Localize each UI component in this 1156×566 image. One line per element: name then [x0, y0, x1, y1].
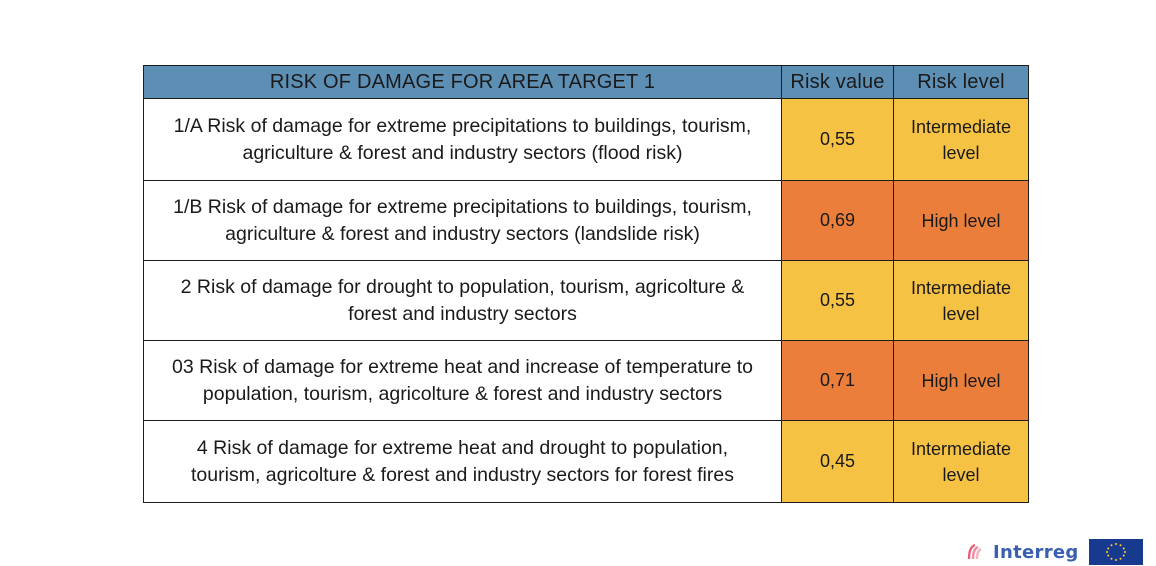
table-row: 1/A Risk of damage for extreme precipita…	[143, 98, 1029, 181]
risk-level: Intermediate level	[893, 260, 1029, 341]
risk-description-line: agriculture & forest and industry sector…	[225, 222, 700, 245]
eu-flag-icon	[1088, 539, 1143, 565]
header-risk-value: Risk value	[781, 65, 894, 99]
risk-description: 1/A Risk of damage for extreme precipita…	[143, 98, 782, 181]
table-row: 1/B Risk of damage for extreme precipita…	[143, 180, 1029, 261]
risk-description-line: tourism, agricolture & forest and indust…	[191, 463, 734, 486]
risk-value: 0,71	[781, 340, 894, 421]
interreg-logo-text: Interreg	[993, 541, 1079, 563]
risk-level-text: Intermediate	[910, 438, 1012, 459]
risk-description-line: 03 Risk of damage for extreme heat and i…	[172, 355, 753, 378]
risk-description: 2 Risk of damage for drought to populati…	[143, 260, 782, 341]
risk-description-line: 1/B Risk of damage for extreme precipita…	[173, 195, 752, 218]
header-risk-level: Risk level	[893, 65, 1029, 99]
risk-level-text: level	[942, 464, 980, 485]
risk-level-text: Intermediate	[910, 116, 1012, 137]
risk-table: RISK OF DAMAGE FOR AREA TARGET 1 Risk va…	[143, 65, 1029, 503]
interreg-mark-icon	[967, 543, 982, 560]
risk-description-line: population, tourism, agricolture & fores…	[202, 382, 723, 405]
risk-level: Intermediate level	[893, 420, 1029, 503]
risk-description: 4 Risk of damage for extreme heat and dr…	[143, 420, 782, 503]
risk-value: 0,55	[781, 98, 894, 181]
risk-description: 1/B Risk of damage for extreme precipita…	[143, 180, 782, 261]
interreg-logo: Interreg	[967, 538, 1143, 566]
risk-description-line: 4 Risk of damage for extreme heat and dr…	[196, 436, 729, 459]
risk-description-line: 2 Risk of damage for drought to populati…	[180, 275, 745, 298]
table-row: 2 Risk of damage for drought to populati…	[143, 260, 1029, 341]
risk-description-line: agriculture & forest and industry sector…	[242, 141, 683, 164]
risk-description: 03 Risk of damage for extreme heat and i…	[143, 340, 782, 421]
risk-value: 0,55	[781, 260, 894, 341]
risk-description-line: 1/A Risk of damage for extreme precipita…	[173, 114, 752, 137]
table-header-row: RISK OF DAMAGE FOR AREA TARGET 1 Risk va…	[143, 65, 1029, 99]
risk-level-text: Intermediate	[910, 277, 1012, 298]
risk-value: 0,69	[781, 180, 894, 261]
risk-level-text: High level	[921, 210, 1001, 231]
risk-level: Intermediate level	[893, 98, 1029, 181]
risk-level-text: High level	[921, 370, 1001, 391]
table-row: 03 Risk of damage for extreme heat and i…	[143, 340, 1029, 421]
risk-level: High level	[893, 180, 1029, 261]
risk-level-text: level	[942, 303, 980, 324]
risk-description-line: forest and industry sectors	[348, 302, 577, 325]
table-row: 4 Risk of damage for extreme heat and dr…	[143, 420, 1029, 503]
header-title: RISK OF DAMAGE FOR AREA TARGET 1	[143, 65, 782, 99]
risk-level-text: level	[942, 142, 980, 163]
risk-level: High level	[893, 340, 1029, 421]
risk-value: 0,45	[781, 420, 894, 503]
